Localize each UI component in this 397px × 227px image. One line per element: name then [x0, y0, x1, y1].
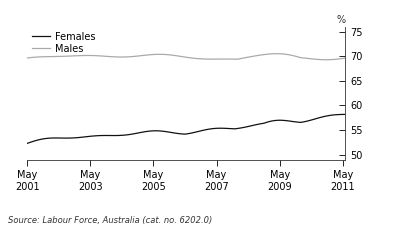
- Females: [333, 114, 337, 116]
- Females: [343, 113, 348, 116]
- Males: [25, 57, 30, 59]
- Line: Females: Females: [27, 114, 345, 143]
- Males: [325, 58, 330, 61]
- Males: [227, 58, 232, 60]
- Text: %: %: [336, 15, 345, 25]
- Males: [275, 52, 279, 55]
- Females: [319, 116, 324, 118]
- Females: [227, 127, 232, 130]
- Females: [127, 133, 132, 136]
- Males: [198, 57, 203, 60]
- Males: [343, 57, 348, 59]
- Legend: Females, Males: Females, Males: [32, 32, 95, 54]
- Males: [338, 57, 343, 60]
- Females: [98, 134, 103, 137]
- Females: [198, 129, 203, 132]
- Line: Males: Males: [27, 54, 345, 60]
- Text: Source: Labour Force, Australia (cat. no. 6202.0): Source: Labour Force, Australia (cat. no…: [8, 216, 212, 225]
- Males: [98, 54, 103, 57]
- Females: [25, 142, 30, 145]
- Males: [127, 55, 132, 58]
- Males: [322, 58, 327, 61]
